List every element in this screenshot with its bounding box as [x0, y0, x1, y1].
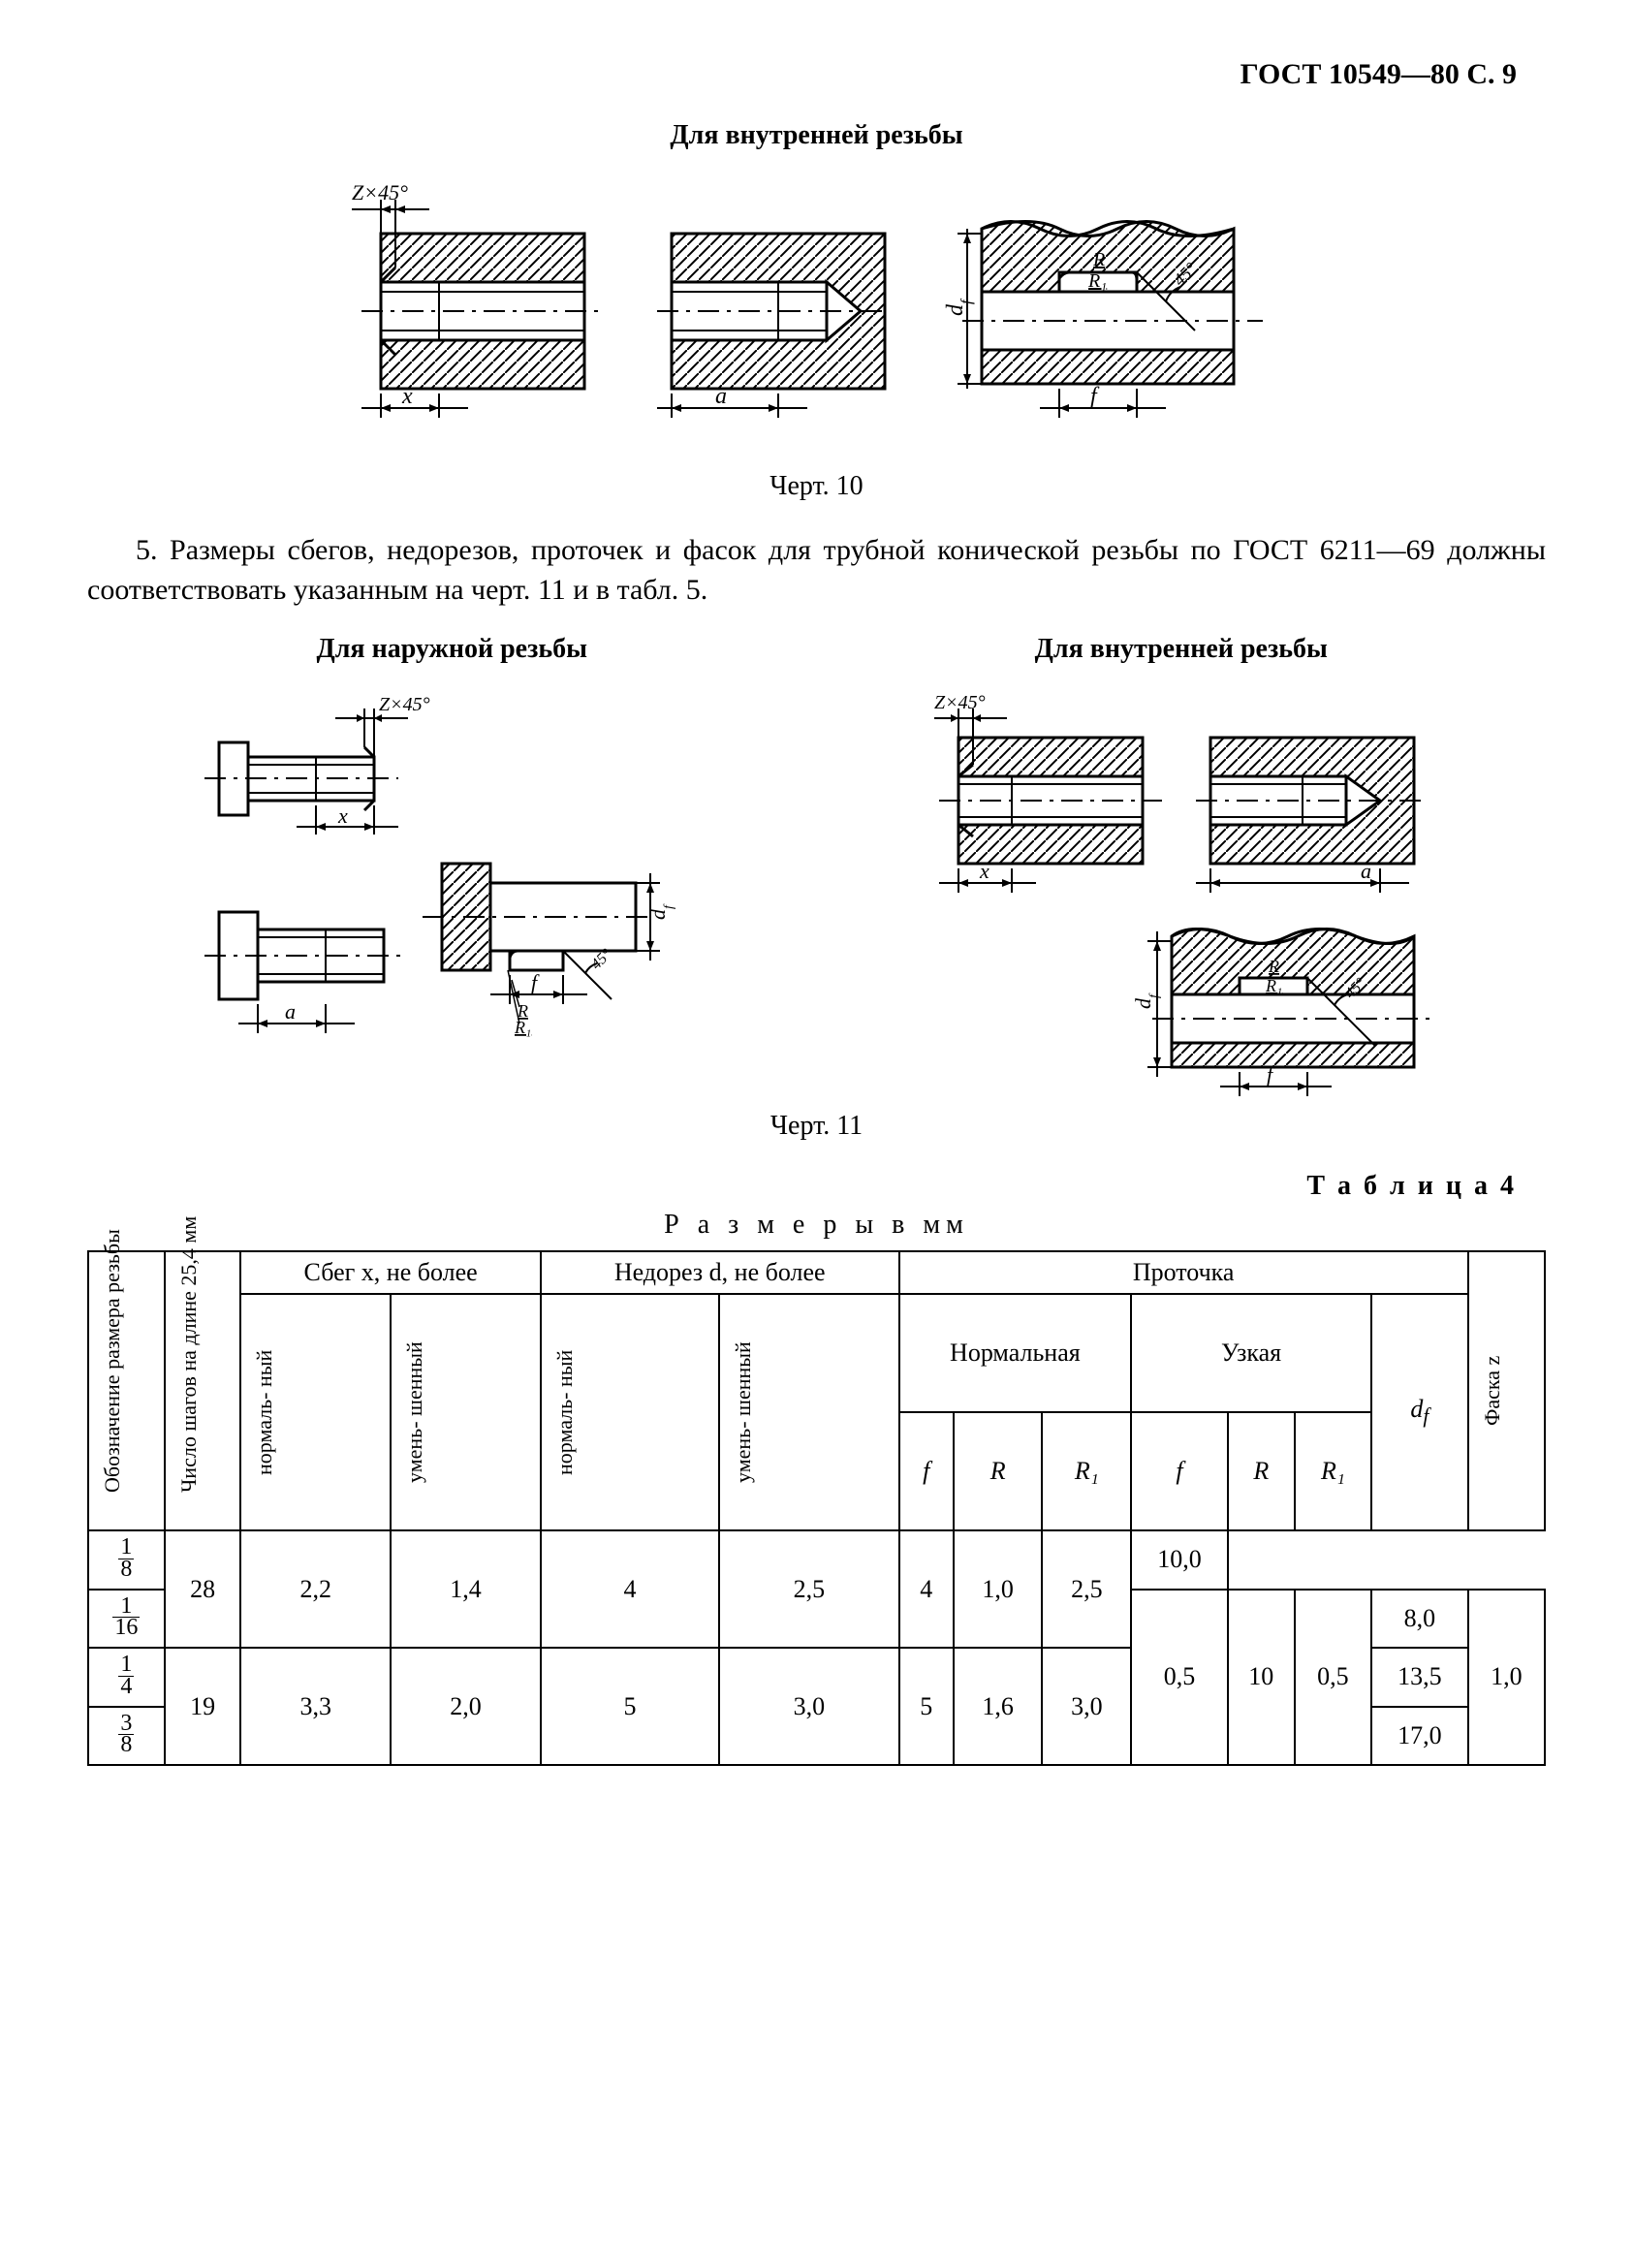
col-pr-uzk: Узкая — [1131, 1294, 1371, 1412]
col-pu-R1: R₁ — [1295, 1412, 1371, 1530]
title-external-thread: Для наружной резьбы — [87, 634, 817, 665]
label-R1: R₁ — [1087, 270, 1107, 292]
col-pn-f: f — [899, 1412, 954, 1530]
cell-pu_f: 3,0 — [1042, 1648, 1131, 1765]
cell-faska: 1,0 — [1468, 1590, 1545, 1766]
label-R-int: R — [1268, 957, 1279, 976]
label-df: df — [943, 298, 975, 316]
cell-size: 38 — [88, 1707, 165, 1766]
col-nedorez: Недорез d, не более — [541, 1251, 899, 1294]
cell-df: 8,0 — [1371, 1590, 1468, 1649]
cell-sb_n: 3,3 — [240, 1648, 391, 1765]
label-chamfer: Z×45° — [352, 180, 408, 205]
table-4: Обозначение размера резьбы Число шагов н… — [87, 1250, 1546, 1766]
figure-11-external: Z×45° x — [200, 679, 684, 1087]
figure-10c: R R₁ 45° df f — [943, 175, 1292, 457]
label-x-ext: x — [337, 803, 348, 828]
paragraph-5: 5. Размеры сбегов, недорезов, проточек и… — [87, 531, 1546, 610]
cell-nd_u: 2,5 — [719, 1530, 899, 1648]
cell-pn_R1: 0,5 — [1131, 1590, 1228, 1766]
label-R1-int: R₁ — [1265, 976, 1282, 995]
col-pn-R: R — [954, 1412, 1043, 1530]
cell-sh: 28 — [165, 1530, 241, 1648]
figure-10-caption: Черт. 10 — [87, 471, 1546, 502]
label-a-ext: a — [285, 999, 296, 1024]
cell-df: 10,0 — [1131, 1530, 1228, 1590]
col-size: Обозначение размера резьбы — [97, 1279, 128, 1502]
col-pr-norm: Нормальная — [899, 1294, 1132, 1412]
label-R1-ext: R₁ — [514, 1018, 531, 1037]
col-faska: Фаска z — [1477, 1279, 1508, 1502]
figure-11-internal: Z×45° x — [920, 679, 1462, 1096]
col-pn-R1: R₁ — [1042, 1412, 1131, 1530]
figure-11-row: Z×45° x — [87, 679, 1546, 1096]
cell-pu_R: 10 — [1228, 1590, 1295, 1766]
figure-10b: a — [652, 175, 904, 437]
col-steps: Число шагов на длине 25,4 мм — [173, 1279, 204, 1502]
col-protochka: Проточка — [899, 1251, 1468, 1294]
section-title-10: Для внутренней резьбы — [87, 120, 1546, 151]
cell-pn_R: 1,6 — [954, 1648, 1043, 1765]
page-header: ГОСТ 10549—80 С. 9 — [87, 58, 1546, 91]
label-a: a — [715, 384, 727, 409]
col-sbeg: Сбег x, не более — [240, 1251, 540, 1294]
col-sbeg-norm: нормаль- ный — [249, 1301, 280, 1524]
cell-sb_u: 2,0 — [391, 1648, 541, 1765]
cell-pn_f: 4 — [899, 1530, 954, 1648]
cell-pu_R1: 0,5 — [1295, 1590, 1371, 1766]
label-f-ext: f — [531, 970, 540, 994]
cell-nd_u: 3,0 — [719, 1648, 899, 1765]
col-sbeg-umen: умень- шенный — [399, 1301, 430, 1524]
figure-10a: Z×45° x — [342, 175, 613, 437]
col-df: df — [1371, 1294, 1468, 1530]
cell-nd_n: 4 — [541, 1530, 719, 1648]
col-ned-umen: умень- шенный — [728, 1301, 759, 1524]
fig11-titles: Для наружной резьбы Для внутренней резьб… — [87, 634, 1546, 665]
label-f: f — [1090, 384, 1100, 409]
cell-pu_f: 2,5 — [1042, 1530, 1131, 1648]
cell-nd_n: 5 — [541, 1648, 719, 1765]
cell-sh: 19 — [165, 1648, 241, 1765]
label-a-int: a — [1361, 859, 1371, 883]
table-4-label: Т а б л и ц а 4 — [87, 1171, 1517, 1202]
title-internal-thread: Для внутренней резьбы — [817, 634, 1547, 665]
cell-sb_u: 1,4 — [391, 1530, 541, 1648]
cell-df: 13,5 — [1371, 1648, 1468, 1707]
table-4-subtitle: Р а з м е р ы в мм — [87, 1210, 1546, 1241]
figure-10-row: Z×45° x a — [87, 175, 1546, 457]
label-x-int: x — [979, 859, 989, 883]
cell-sb_n: 2,2 — [240, 1530, 391, 1648]
cell-pn_R: 1,0 — [954, 1530, 1043, 1648]
label-chamfer-int: Z×45° — [934, 692, 986, 713]
label-chamfer-ext: Z×45° — [379, 694, 430, 715]
col-pu-f: f — [1131, 1412, 1228, 1530]
table-body: 18282,21,442,541,02,510,01160,5100,58,01… — [88, 1530, 1545, 1765]
cell-pn_f: 5 — [899, 1648, 954, 1765]
cell-size: 18 — [88, 1530, 165, 1590]
figure-11-caption: Черт. 11 — [87, 1111, 1546, 1142]
label-R: R — [1092, 249, 1105, 270]
cell-size: 116 — [88, 1590, 165, 1649]
col-ned-norm: нормаль- ный — [550, 1301, 581, 1524]
cell-size: 14 — [88, 1648, 165, 1707]
label-x: x — [401, 384, 413, 409]
table-row: 18282,21,442,541,02,510,0 — [88, 1530, 1545, 1590]
cell-df: 17,0 — [1371, 1707, 1468, 1766]
col-pu-R: R — [1228, 1412, 1295, 1530]
